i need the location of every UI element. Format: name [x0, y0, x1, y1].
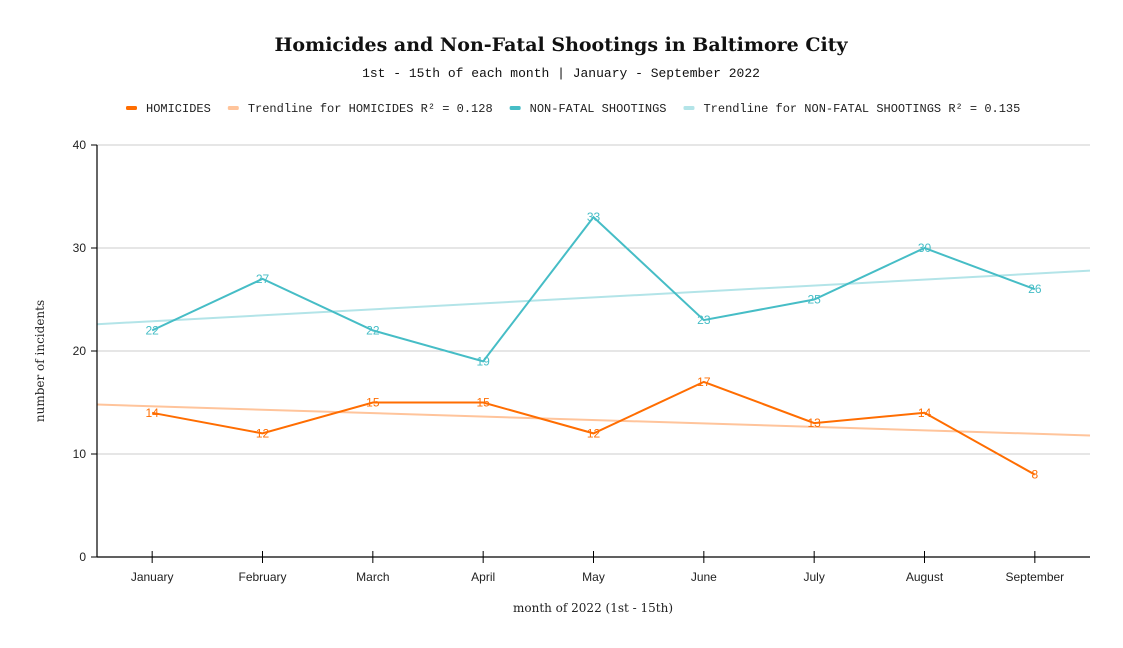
data-label: 15: [366, 396, 380, 410]
series-line-shootings: [151, 215, 1036, 363]
x-tick-label: February: [238, 570, 286, 584]
y-tick-label: 40: [73, 138, 87, 152]
y-tick-label: 20: [73, 344, 87, 358]
legend-item: Trendline for HOMICIDES R² = 0.128: [248, 102, 493, 116]
trendline: [96, 269, 1091, 326]
data-label: 22: [145, 323, 159, 337]
legend: HOMICIDES Trendline for HOMICIDES R² = 0.…: [126, 102, 1020, 116]
data-label: 12: [256, 426, 270, 440]
legend-swatch: [509, 106, 521, 110]
x-tick-label: July: [803, 570, 824, 584]
series-line-homicides: [151, 380, 1036, 476]
data-label: 8: [1031, 468, 1038, 482]
gridlines: [97, 144, 1090, 455]
legend-item: Trendline for NON-FATAL SHOOTINGS R² = 0…: [703, 102, 1020, 116]
trendlines: [96, 269, 1091, 437]
x-tick-label: September: [1005, 570, 1064, 584]
x-tick-label: May: [582, 570, 605, 584]
x-tick-label: March: [356, 570, 389, 584]
series-lines: [151, 215, 1036, 476]
trendline: [96, 403, 1091, 437]
data-label: 17: [697, 375, 711, 389]
chart-title: Homicides and Non-Fatal Shootings in Bal…: [274, 34, 848, 56]
data-label: 14: [918, 406, 932, 420]
x-tick-label: August: [906, 570, 944, 584]
x-tick-label: June: [691, 570, 717, 584]
data-label: 27: [256, 272, 270, 286]
axes: 0 10 20 30 40 January February March April May Jun…: [73, 138, 1090, 584]
data-label: 26: [1028, 282, 1042, 296]
data-labels: 14 12 15 15 12 17 13 14 8 22 27 22 19 33 23 25 30 26: [145, 210, 1041, 482]
x-axis-label: month of 2022 (1st - 15th): [513, 601, 673, 615]
legend-swatch: [126, 106, 137, 110]
y-tick-label: 10: [73, 447, 87, 461]
legend-swatch: [227, 106, 239, 110]
data-label: 33: [587, 210, 601, 224]
data-label: 12: [587, 426, 601, 440]
data-label: 22: [366, 323, 380, 337]
data-label: 23: [697, 313, 711, 327]
legend-item: NON-FATAL SHOOTINGS: [530, 102, 667, 116]
data-label: 15: [476, 396, 490, 410]
data-label: 14: [145, 406, 159, 420]
x-tick-label: January: [131, 570, 174, 584]
legend-swatch: [683, 106, 695, 110]
data-label: 13: [807, 416, 821, 430]
y-axis-label: number of incidents: [33, 300, 47, 422]
x-tick-label: April: [471, 570, 495, 584]
legend-item: HOMICIDES: [146, 102, 211, 116]
y-tick-label: 0: [79, 550, 86, 564]
chart-subtitle: 1st - 15th of each month | January - Sep…: [362, 66, 760, 81]
data-label: 25: [807, 293, 821, 307]
y-tick-label: 30: [73, 241, 87, 255]
data-label: 30: [918, 241, 932, 255]
data-label: 19: [476, 354, 490, 368]
